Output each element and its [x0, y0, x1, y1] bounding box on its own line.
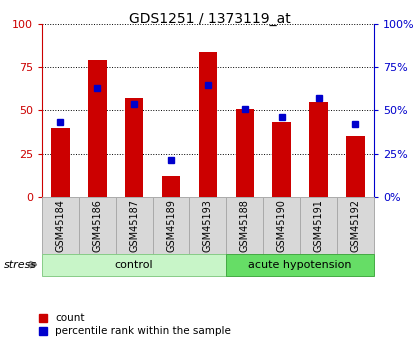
FancyBboxPatch shape — [116, 197, 152, 254]
Bar — [346, 136, 365, 197]
FancyBboxPatch shape — [300, 197, 337, 254]
FancyBboxPatch shape — [263, 197, 300, 254]
Text: GSM45186: GSM45186 — [92, 199, 102, 252]
FancyBboxPatch shape — [79, 197, 116, 254]
FancyBboxPatch shape — [226, 197, 263, 254]
Text: GSM45189: GSM45189 — [166, 199, 176, 252]
Text: GSM45193: GSM45193 — [203, 199, 213, 252]
FancyBboxPatch shape — [42, 197, 79, 254]
Text: acute hypotension: acute hypotension — [248, 260, 352, 270]
FancyBboxPatch shape — [152, 197, 189, 254]
Text: GSM45191: GSM45191 — [313, 199, 323, 252]
Bar — [199, 52, 217, 197]
Bar — [309, 102, 328, 197]
Bar — [51, 128, 70, 197]
FancyBboxPatch shape — [42, 254, 226, 276]
Text: GSM45190: GSM45190 — [277, 199, 286, 252]
FancyBboxPatch shape — [189, 197, 226, 254]
Legend: count, percentile rank within the sample: count, percentile rank within the sample — [39, 313, 231, 336]
Text: GDS1251 / 1373119_at: GDS1251 / 1373119_at — [129, 12, 291, 26]
Bar — [125, 98, 143, 197]
Text: GSM45188: GSM45188 — [240, 199, 250, 252]
FancyBboxPatch shape — [226, 254, 374, 276]
Text: control: control — [115, 260, 153, 270]
Bar — [88, 60, 107, 197]
Text: GSM45184: GSM45184 — [55, 199, 66, 252]
Bar — [236, 109, 254, 197]
Text: GSM45192: GSM45192 — [350, 199, 360, 252]
Bar — [273, 122, 291, 197]
Bar — [162, 176, 180, 197]
Text: stress: stress — [4, 260, 37, 269]
FancyBboxPatch shape — [337, 197, 374, 254]
Text: GSM45187: GSM45187 — [129, 199, 139, 252]
